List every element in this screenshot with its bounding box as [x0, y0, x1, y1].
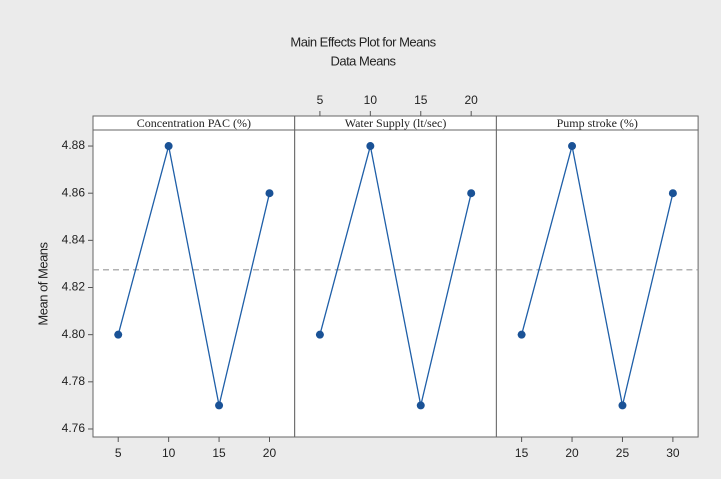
data-point	[467, 189, 476, 198]
x-tick-label: 20	[465, 93, 479, 107]
x-tick-label: 10	[162, 446, 176, 460]
data-point	[366, 142, 375, 151]
y-tick-label: 4.82	[62, 280, 86, 294]
data-point	[668, 189, 677, 198]
y-tick-label: 4.80	[62, 327, 86, 341]
panel-title: Water Supply (lt/sec)	[345, 116, 447, 130]
y-tick-label: 4.88	[62, 138, 86, 152]
x-tick-label: 10	[364, 93, 378, 107]
data-point	[618, 401, 627, 410]
y-tick-label: 4.84	[62, 233, 86, 247]
y-tick-label: 4.78	[62, 374, 86, 388]
panel	[294, 129, 497, 438]
data-line	[319, 145, 472, 406]
x-tick-label: 15	[515, 446, 529, 460]
panel-title: Pump stroke (%)	[557, 116, 638, 130]
x-tick-label: 15	[414, 93, 428, 107]
x-tick-label: 25	[616, 446, 630, 460]
panel	[92, 129, 296, 438]
y-tick-label: 4.86	[62, 185, 86, 199]
y-axis-label: Mean of Means	[35, 241, 50, 325]
x-tick-label: 5	[115, 446, 122, 460]
x-tick-label: 15	[212, 446, 226, 460]
data-point	[215, 401, 224, 410]
data-point	[114, 330, 123, 339]
panel	[495, 129, 699, 438]
data-point	[517, 330, 526, 339]
y-tick-label: 4.76	[62, 421, 86, 435]
x-tick-label: 30	[666, 446, 680, 460]
data-point	[164, 142, 173, 151]
data-point	[416, 401, 425, 410]
data-point	[315, 330, 324, 339]
data-point	[265, 189, 274, 198]
x-tick-label: 20	[565, 446, 579, 460]
chart-title: Main Effects Plot for Means	[290, 34, 436, 49]
data-point	[568, 142, 577, 151]
panel-header	[495, 115, 699, 131]
panel-title: Concentration PAC (%)	[137, 116, 251, 130]
data-line	[117, 145, 271, 406]
x-tick-label: 5	[317, 93, 324, 107]
data-line	[520, 145, 674, 406]
chart-subtitle: Data Means	[330, 53, 396, 68]
x-tick-label: 20	[263, 446, 277, 460]
